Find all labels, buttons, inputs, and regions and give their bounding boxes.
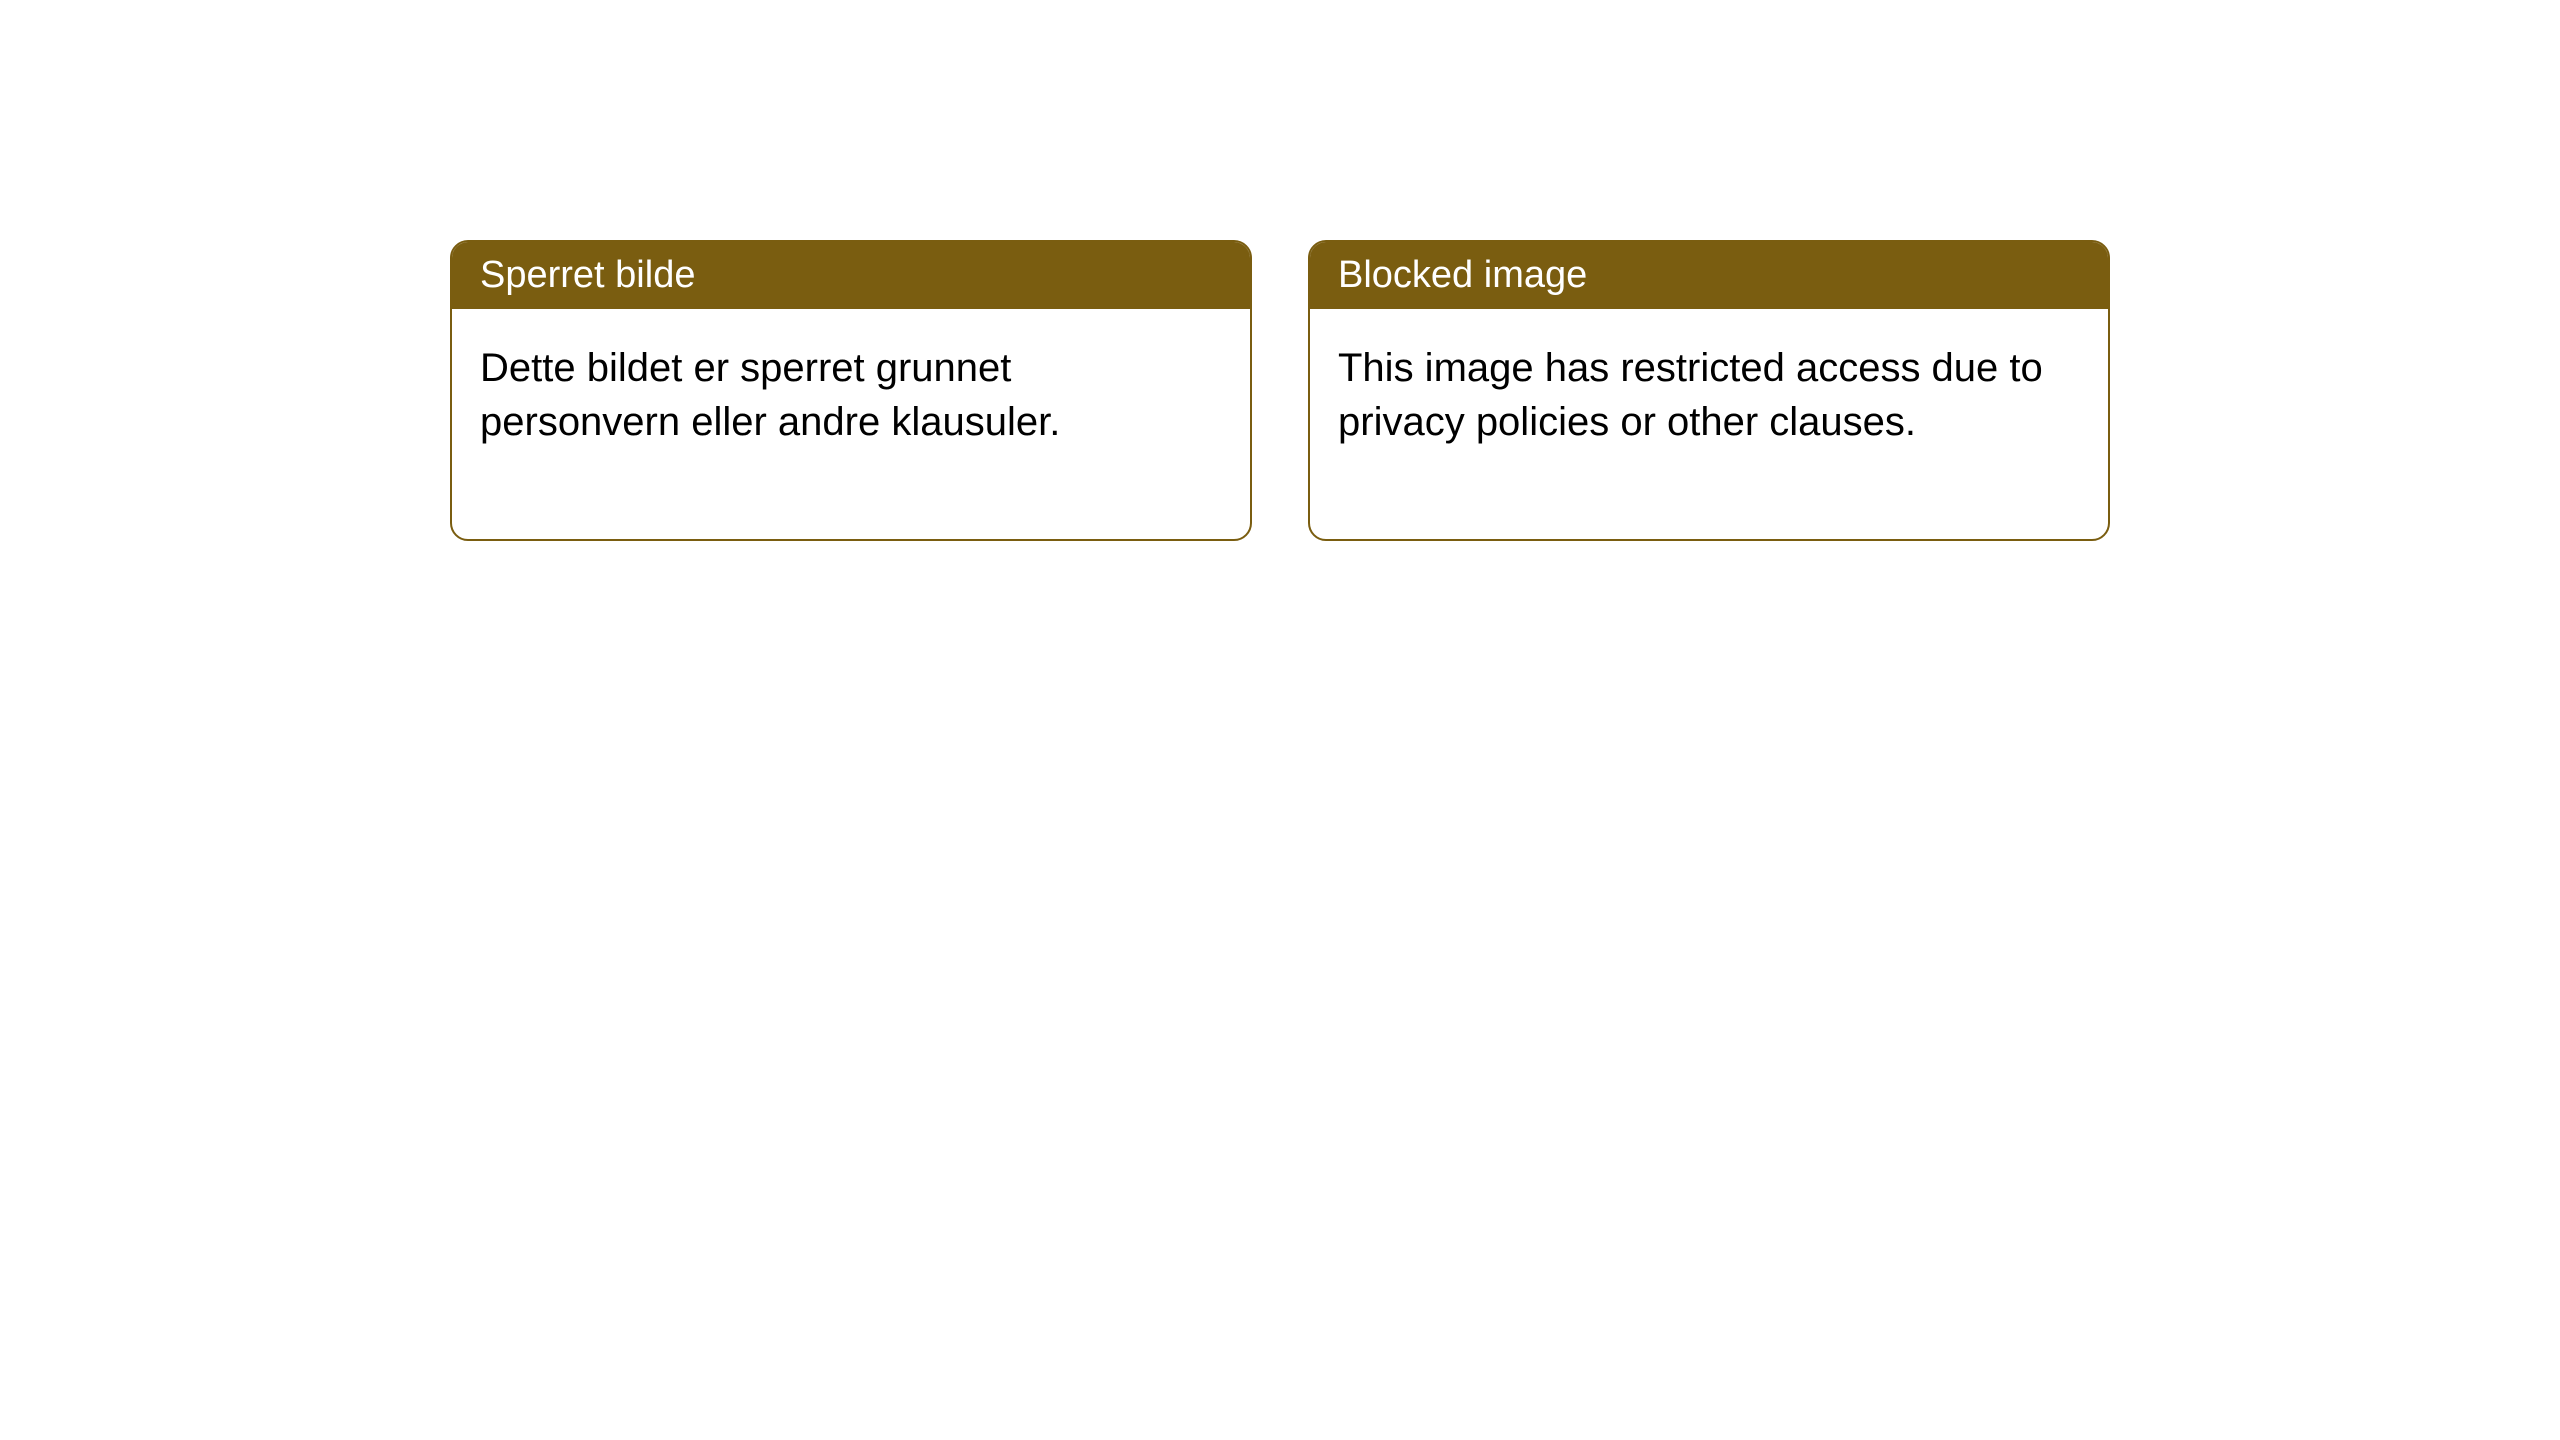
card-body-text: Dette bildet er sperret grunnet personve… xyxy=(480,346,1060,444)
card-title: Sperret bilde xyxy=(480,254,695,296)
card-body: This image has restricted access due to … xyxy=(1310,309,2108,539)
card-title: Blocked image xyxy=(1338,254,1587,296)
blocked-image-card-no: Sperret bilde Dette bildet er sperret gr… xyxy=(450,240,1252,541)
card-body-text: This image has restricted access due to … xyxy=(1338,346,2043,444)
blocked-image-card-en: Blocked image This image has restricted … xyxy=(1308,240,2110,541)
cards-container: Sperret bilde Dette bildet er sperret gr… xyxy=(0,0,2560,541)
card-body: Dette bildet er sperret grunnet personve… xyxy=(452,309,1250,539)
card-header: Blocked image xyxy=(1310,242,2108,309)
card-header: Sperret bilde xyxy=(452,242,1250,309)
